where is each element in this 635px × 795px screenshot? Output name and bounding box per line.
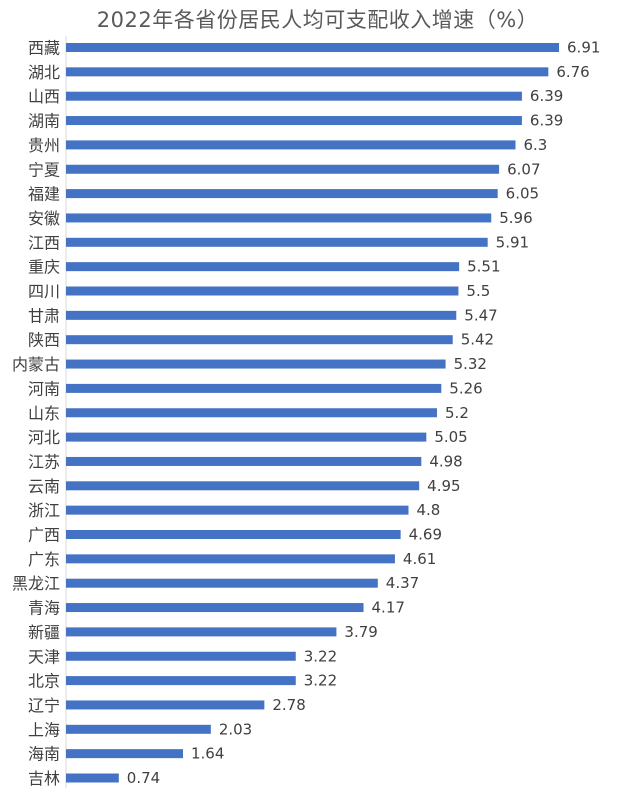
category-label: 广西 [28,526,60,545]
data-label: 2.78 [272,696,305,714]
bar [66,116,522,126]
bar [66,43,560,52]
data-label: 2.03 [219,720,252,738]
category-label: 山西 [28,87,60,106]
category-label: 陕西 [28,331,60,350]
bar [66,408,438,418]
data-label: 5.26 [449,379,482,397]
category-label: 河南 [28,379,60,398]
category-label: 浙江 [28,501,60,520]
category-label: 江苏 [28,452,60,471]
category-label: 内蒙古 [12,355,60,374]
bar [66,164,500,174]
bar [66,67,549,77]
data-label: 1.64 [191,745,224,763]
data-label: 6.05 [506,185,539,203]
bar [66,530,401,539]
chart-title: 2022年各省份居民人均可支配收入增速（%） [96,8,539,32]
category-label: 河北 [28,428,60,447]
category-label: 青海 [28,599,60,618]
bar [66,286,459,296]
bar [66,262,460,272]
category-label: 上海 [28,720,60,739]
category-label: 云南 [28,477,60,496]
category-label: 天津 [28,647,60,666]
bar [66,578,378,588]
bar [66,773,119,783]
data-label: 6.07 [507,160,540,178]
data-label: 6.91 [567,39,600,57]
category-label: 安徽 [28,209,60,228]
bar [66,237,488,247]
bar [66,335,453,345]
data-label: 3.22 [304,672,337,690]
data-label: 6.3 [524,136,548,154]
data-label: 3.79 [344,623,377,641]
data-label: 4.8 [416,501,440,519]
data-label: 6.76 [556,63,589,81]
bar [66,481,420,491]
data-label: 5.47 [464,306,497,324]
category-label: 江西 [28,233,60,252]
bar [66,627,337,637]
bar [66,213,492,223]
category-label: 西藏 [28,39,60,58]
data-label: 5.5 [466,282,490,300]
category-label: 海南 [28,745,60,764]
bar [66,359,446,369]
category-label: 吉林 [28,769,60,788]
category-label: 贵州 [28,136,60,155]
category-label: 广东 [28,550,60,569]
category-label: 四川 [28,282,60,301]
bar [66,749,184,759]
data-label: 4.37 [386,574,419,592]
category-label: 福建 [28,185,60,204]
data-label: 4.17 [372,599,405,617]
category-label: 宁夏 [28,160,60,179]
bar [66,91,522,101]
bar [66,651,296,661]
data-label: 5.96 [499,209,532,227]
category-label: 甘肃 [28,306,60,325]
data-label: 3.22 [304,647,337,665]
category-label: 新疆 [28,623,60,642]
category-label: 山东 [28,404,60,423]
data-label: 6.39 [530,112,563,130]
category-label: 湖南 [28,112,60,131]
bar [66,676,296,686]
data-label: 4.95 [427,477,460,495]
data-label: 5.2 [445,404,469,422]
category-label: 辽宁 [28,696,60,715]
category-label: 重庆 [28,258,60,277]
data-label: 5.05 [434,428,467,446]
data-label: 6.39 [530,87,563,105]
category-label: 黑龙江 [12,574,60,593]
bar [66,554,395,564]
data-label: 4.69 [409,526,442,544]
category-label: 北京 [28,672,60,691]
data-label: 5.51 [467,258,500,276]
bar [66,700,265,710]
data-label: 5.91 [496,233,529,251]
bar [66,310,457,320]
data-label: 5.42 [461,331,494,349]
data-label: 5.32 [454,355,487,373]
bar [66,140,516,150]
data-label: 0.74 [127,769,160,787]
category-label: 湖北 [28,63,60,82]
bar [66,432,427,442]
bar [66,505,409,515]
data-label: 4.61 [403,550,436,568]
bar [66,724,211,734]
bar [66,603,364,613]
bar [66,456,422,466]
bar [66,189,498,199]
data-label: 4.98 [429,452,462,470]
bar [66,383,442,393]
